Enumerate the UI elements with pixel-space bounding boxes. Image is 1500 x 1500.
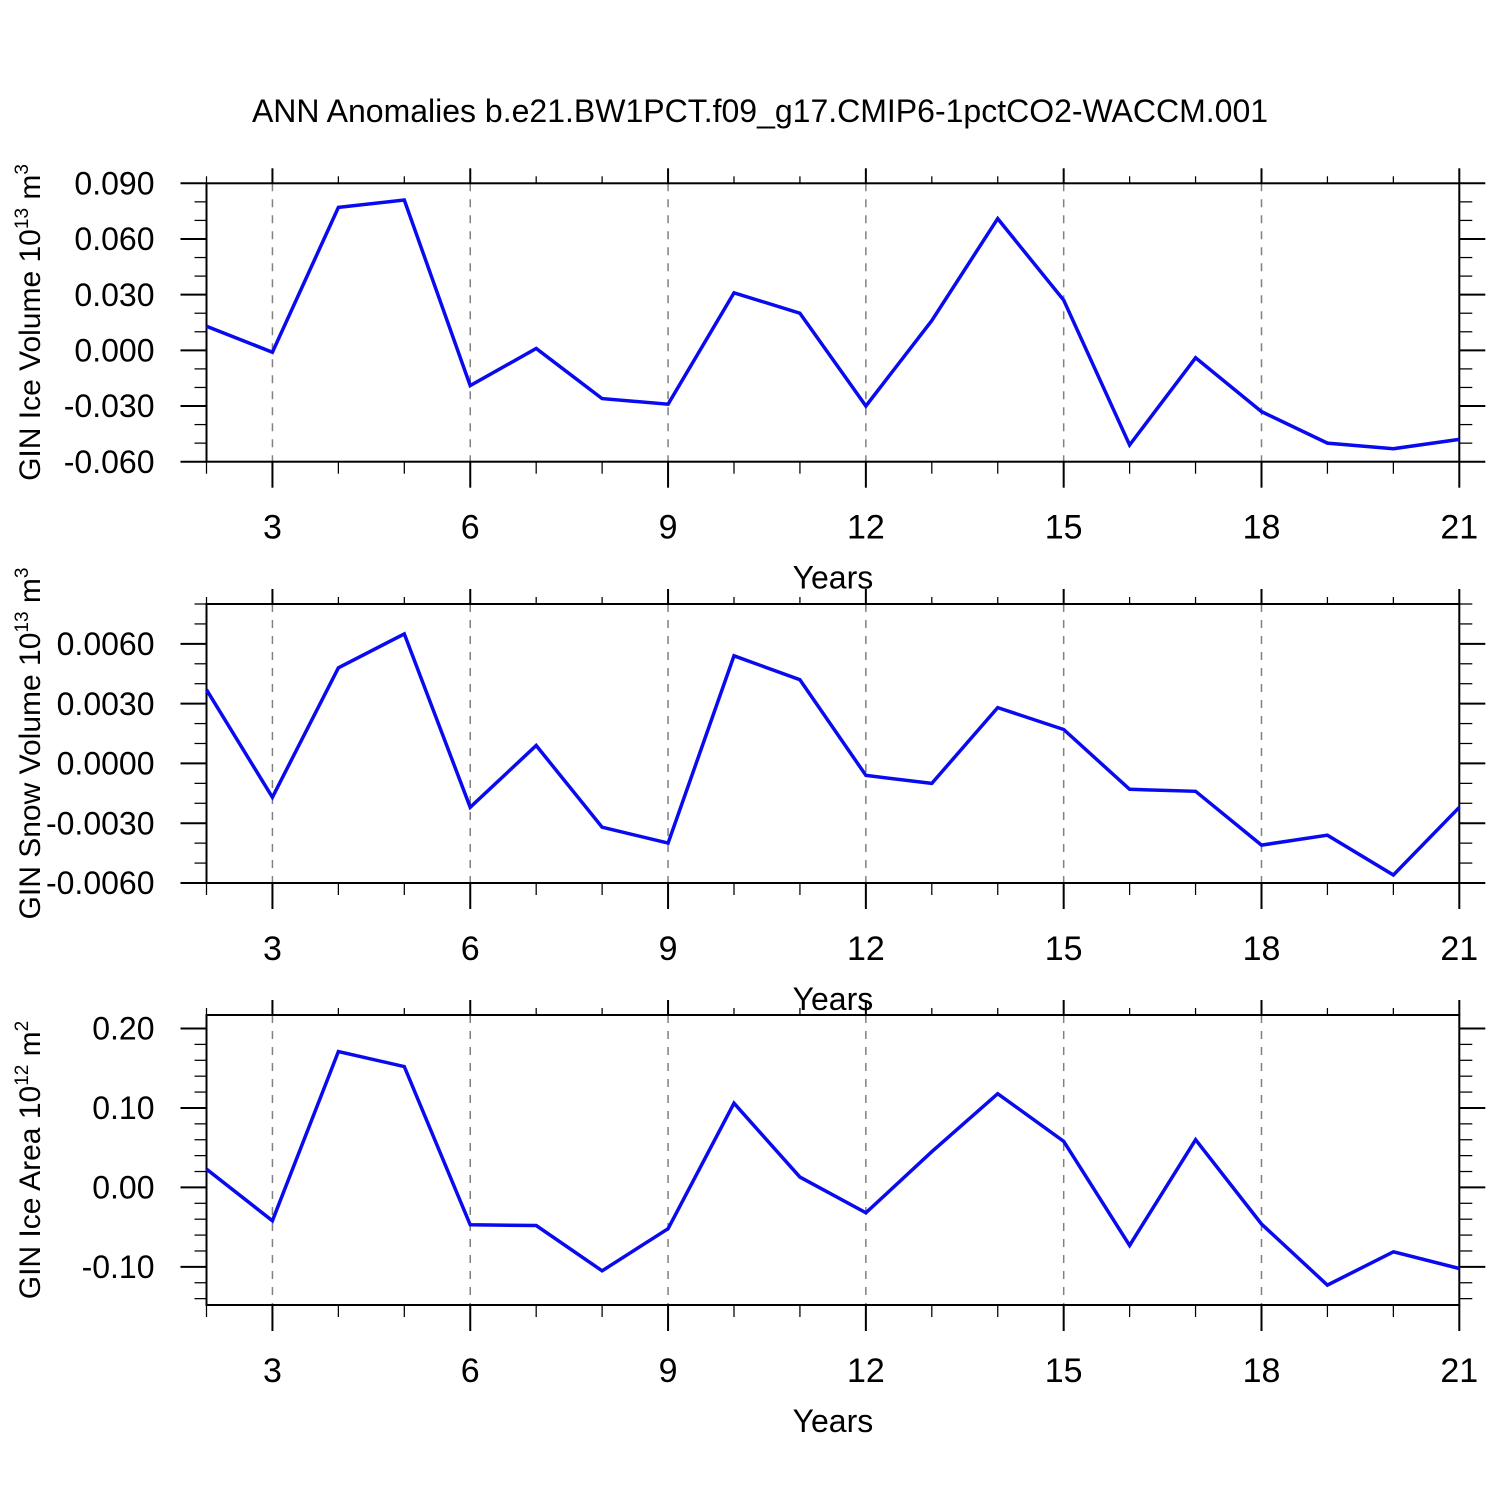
x-tick-label: 18 xyxy=(1243,1352,1281,1390)
plot-box xyxy=(205,1014,1461,1306)
x-tick-label: 9 xyxy=(659,1352,678,1390)
y-tick-label: -0.030 xyxy=(64,388,155,424)
y-tick-label: 0.0000 xyxy=(57,746,155,782)
x-axis-label: Years xyxy=(793,560,874,596)
x-tick-label: 3 xyxy=(263,509,282,547)
gin-snow-volume-line xyxy=(205,631,1461,878)
y-tick-label: 0.20 xyxy=(92,1011,154,1047)
y-tick-label: 0.00 xyxy=(92,1170,154,1206)
y-tick-label: 0.0060 xyxy=(57,626,155,662)
x-tick-label: 18 xyxy=(1243,509,1281,547)
chart-title: ANN Anomalies b.e21.BW1PCT.f09_g17.CMIP6… xyxy=(251,93,1269,129)
y-tick-label: -0.0030 xyxy=(46,805,155,841)
x-tick-label: 15 xyxy=(1045,930,1083,968)
x-tick-label: 12 xyxy=(847,509,885,547)
y-tick-label: 0.030 xyxy=(74,277,154,313)
y-tick-label: 0.060 xyxy=(74,221,154,257)
y-tick-label: -0.0060 xyxy=(46,865,155,901)
x-tick-label: 15 xyxy=(1045,509,1083,547)
gin-ice-area-line xyxy=(205,1049,1460,1288)
y-tick-label: 0.10 xyxy=(92,1090,154,1126)
x-tick-label: 9 xyxy=(659,509,678,547)
y-tick-label: 0.090 xyxy=(74,166,154,202)
plot-box xyxy=(205,182,1461,463)
gin-ice-volume-line xyxy=(205,198,1460,451)
y-axis-title-gin-ice-area: GIN Ice Area 1012​ m2​ xyxy=(12,1021,47,1300)
y-tick-label: 0.000 xyxy=(74,333,154,369)
y-axis-title-gin-snow-volume: GIN Snow Volume 1013​ m3​ xyxy=(12,568,47,920)
panel-gin-ice-volume: -0.060 -0.030 0.000 0.030 0.060 0.090 3 6 9 12 15 1… xyxy=(12,164,1486,596)
panel-gin-ice-area: -0.10 0.00 0.10 0.20 3 6 9 12 15 18 21 Years GIN Ice… xyxy=(12,1000,1486,1439)
x-tick-label: 3 xyxy=(263,1352,282,1390)
panel-gin-snow-volume: -0.0060 -0.0030 0.0000 0.0030 0.0060 3 6 9 12 15 1… xyxy=(12,568,1486,1017)
x-axis-label: Years xyxy=(793,1403,874,1439)
plot-box xyxy=(205,603,1461,884)
x-tick-label: 12 xyxy=(847,1352,885,1390)
x-axis-label: Years xyxy=(793,981,874,1017)
y-tick-label: -0.10 xyxy=(82,1249,155,1285)
x-tick-label: 9 xyxy=(659,930,678,968)
x-tick-label: 18 xyxy=(1243,930,1281,968)
y-tick-label: 0.0030 xyxy=(57,686,155,722)
x-tick-label: 6 xyxy=(461,509,480,547)
y-tick-label: -0.060 xyxy=(64,444,155,480)
x-tick-label: 15 xyxy=(1045,1352,1083,1390)
x-tick-label: 21 xyxy=(1440,509,1478,547)
x-tick-label: 12 xyxy=(847,930,885,968)
x-tick-label: 21 xyxy=(1440,1352,1478,1390)
x-tick-label: 6 xyxy=(461,1352,480,1390)
x-tick-label: 21 xyxy=(1440,930,1478,968)
x-tick-label: 3 xyxy=(263,930,282,968)
y-axis-title-gin-ice-volume: GIN Ice Volume 1013​ m3​ xyxy=(12,164,47,481)
x-tick-label: 6 xyxy=(461,930,480,968)
